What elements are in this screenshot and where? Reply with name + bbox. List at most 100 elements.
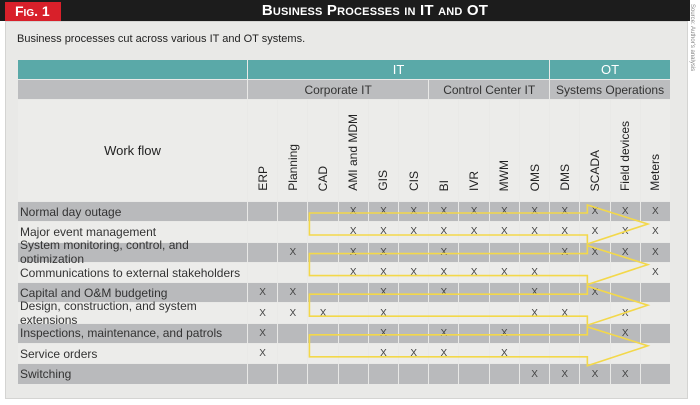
column-header: AMI and MDM [338, 100, 368, 201]
matrix-mark: X [550, 242, 580, 262]
subgroup-header: Corporate IT [248, 80, 429, 99]
matrix-cell [338, 344, 368, 364]
matrix-cell [610, 344, 640, 364]
column-header: CAD [308, 100, 338, 201]
matrix-cell [248, 242, 278, 262]
column-header-label: GIS [376, 170, 391, 191]
matrix-cell [610, 262, 640, 283]
matrix-mark: X [429, 283, 459, 303]
matrix-mark: X [550, 364, 580, 384]
column-header-label: MWM [497, 159, 512, 191]
matrix-mark: X [368, 262, 399, 283]
matrix-mark: X [368, 283, 399, 303]
column-header: MWM [489, 100, 519, 201]
column-header-label: Field devices [618, 120, 633, 191]
column-header: IVR [459, 100, 489, 201]
matrix-cell [308, 323, 338, 344]
column-header-label: SCADA [587, 149, 602, 191]
matrix-cell [640, 323, 670, 344]
column-header-label: OMS [527, 163, 542, 191]
column-header: CIS [399, 100, 429, 201]
row-label: Major event management [18, 222, 247, 242]
column-header-label: DMS [557, 164, 572, 191]
matrix-cell [580, 262, 610, 283]
matrix-mark: X [308, 303, 338, 323]
matrix-cell [399, 283, 429, 303]
matrix-mark: X [248, 303, 278, 323]
row-label: System monitoring, control, and optimiza… [18, 238, 247, 266]
matrix-cell [248, 202, 278, 222]
matrix-cell [580, 323, 610, 344]
matrix-mark: X [640, 262, 670, 283]
matrix-cell [248, 364, 278, 384]
matrix-cell [580, 303, 610, 323]
matrix-cell [429, 364, 459, 384]
matrix-mark: X [519, 202, 550, 222]
source-note: Source: Author's analysis [689, 4, 695, 72]
group-header-it: IT [248, 60, 550, 79]
matrix-mark: X [580, 283, 610, 303]
matrix-mark: X [610, 242, 640, 262]
matrix-mark: X [640, 202, 670, 222]
matrix-cell [550, 283, 580, 303]
matrix-mark: X [368, 303, 399, 323]
matrix-mark: X [338, 262, 368, 283]
matrix-mark: X [278, 283, 308, 303]
matrix-cell [459, 344, 489, 364]
row-label: Service orders [18, 344, 247, 364]
column-header: Field devices [610, 100, 640, 201]
subgroup-header-blank [18, 80, 247, 99]
matrix-mark: X [399, 222, 429, 242]
matrix-cell [278, 262, 308, 283]
matrix-cell [338, 364, 368, 384]
matrix-mark: X [399, 262, 429, 283]
matrix-mark: X [610, 222, 640, 242]
matrix-mark: X [489, 202, 519, 222]
matrix-mark: X [459, 222, 489, 242]
matrix-mark: X [429, 202, 459, 222]
matrix-mark: X [368, 222, 399, 242]
matrix-mark: X [610, 202, 640, 222]
column-header: BI [429, 100, 459, 201]
figure-title-bar: Fig. 1 Business Processes in IT and OT [0, 0, 690, 21]
matrix-cell [489, 364, 519, 384]
row-label: Inspections, maintenance, and patrols [18, 323, 247, 344]
column-header: ERP [248, 100, 278, 201]
matrix-mark: X [459, 262, 489, 283]
matrix-cell [519, 323, 550, 344]
matrix-mark: X [368, 323, 399, 344]
matrix-cell [308, 344, 338, 364]
matrix-cell [459, 323, 489, 344]
matrix-cell [308, 202, 338, 222]
matrix-mark: X [429, 262, 459, 283]
matrix-mark: X [610, 364, 640, 384]
matrix-cell [399, 242, 429, 262]
matrix-mark: X [519, 283, 550, 303]
matrix-cell [338, 283, 368, 303]
matrix-mark: X [368, 242, 399, 262]
column-header-label: ERP [255, 166, 270, 191]
subgroup-header: Control Center IT [429, 80, 550, 99]
matrix-mark: X [429, 242, 459, 262]
matrix-mark: X [550, 222, 580, 242]
matrix-mark: X [519, 222, 550, 242]
matrix-cell [459, 303, 489, 323]
matrix-cell [399, 303, 429, 323]
matrix-mark: X [550, 303, 580, 323]
matrix-cell [550, 344, 580, 364]
matrix-mark: X [489, 323, 519, 344]
column-header: GIS [368, 100, 399, 201]
row-header-workflow: Work flow [18, 100, 247, 201]
process-system-matrix: IT OT Corporate IT Control Center IT Systems… [18, 60, 670, 384]
matrix-cell [308, 262, 338, 283]
matrix-cell [368, 364, 399, 384]
matrix-cell [489, 303, 519, 323]
row-label: Normal day outage [18, 202, 247, 222]
matrix-mark: X [429, 323, 459, 344]
matrix-mark: X [580, 242, 610, 262]
row-label: Capital and O&M budgeting [18, 283, 247, 303]
matrix-mark: X [550, 202, 580, 222]
matrix-mark: X [399, 202, 429, 222]
matrix-mark: X [429, 222, 459, 242]
matrix-cell [248, 222, 278, 242]
